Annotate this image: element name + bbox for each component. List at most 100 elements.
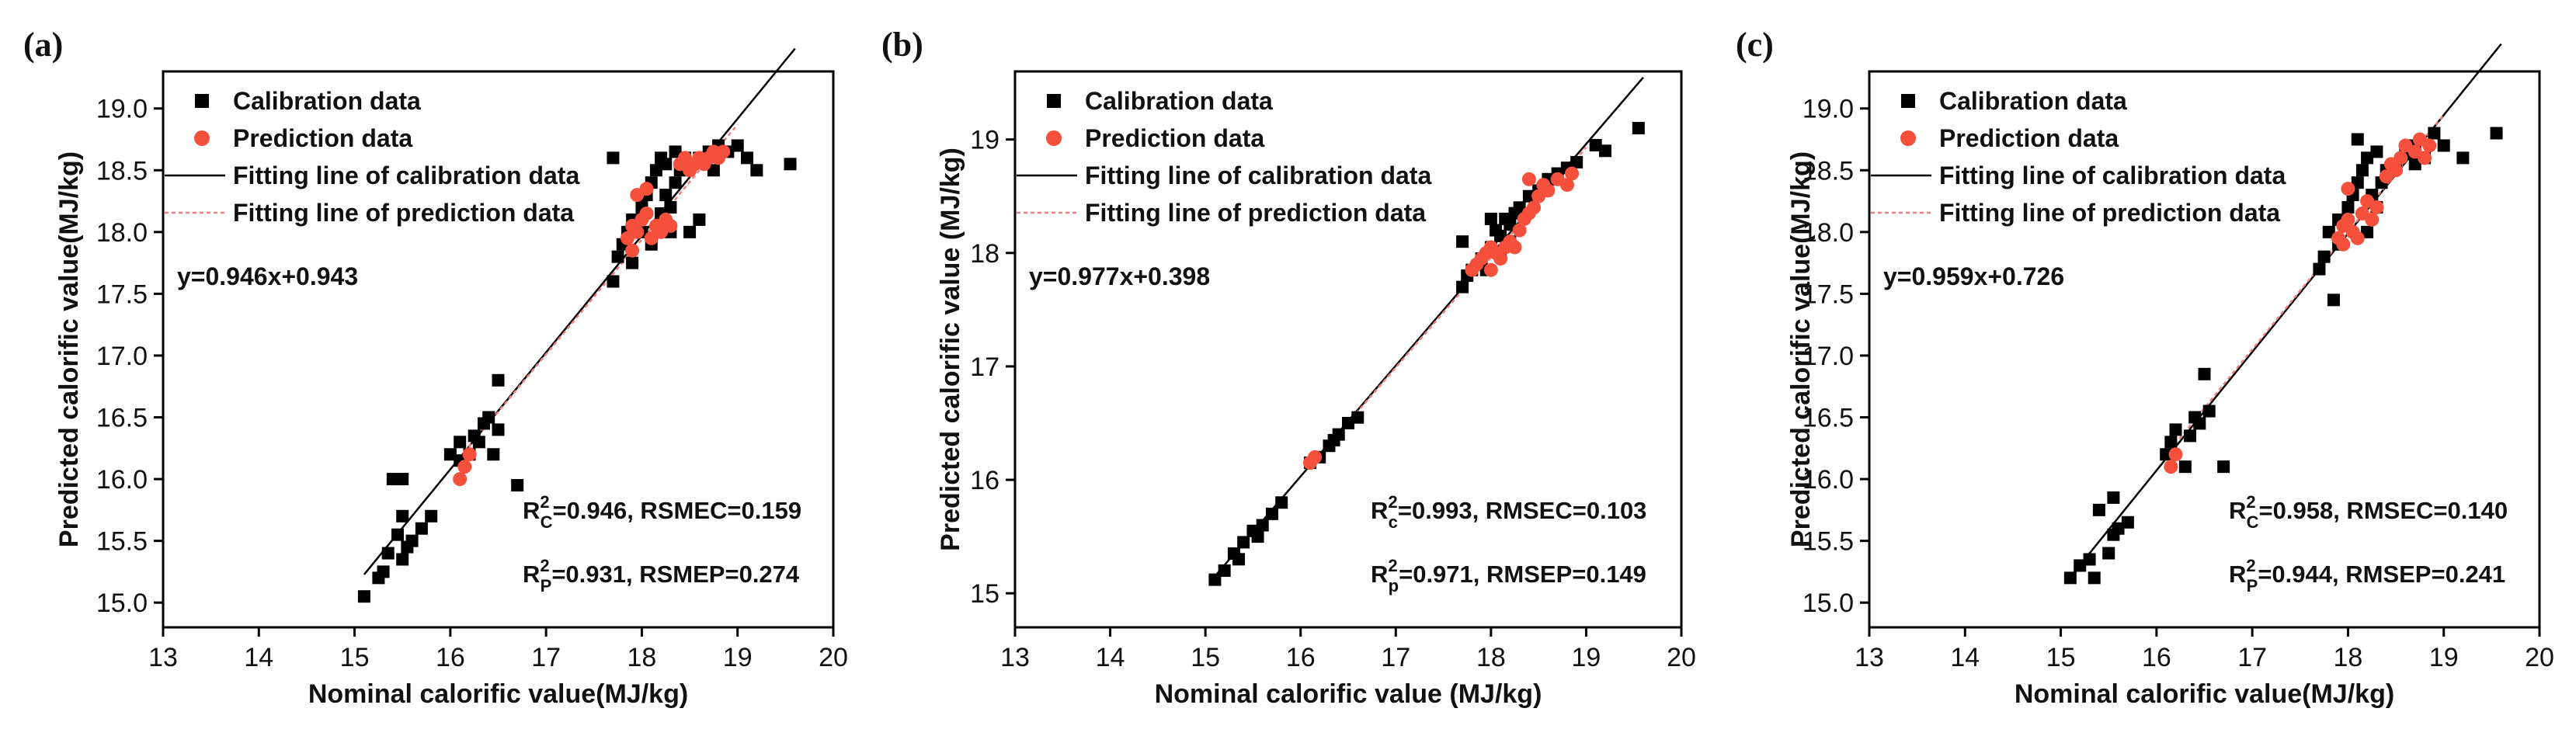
calibration-point xyxy=(2370,145,2383,158)
y-tick-label: 17.5 xyxy=(1803,280,1854,309)
calibration-point xyxy=(1251,530,1264,543)
plot-frame xyxy=(162,70,835,629)
stat-r: R xyxy=(2229,561,2246,588)
calibration-point xyxy=(386,473,399,486)
legend-label-prediction: Prediction data xyxy=(233,124,412,152)
x-tick-label: 18 xyxy=(2334,643,2363,672)
calibration-point xyxy=(2341,201,2355,214)
prediction-point xyxy=(1493,252,1508,266)
x-axis-title: Nominal calorific value(MJ/kg) xyxy=(2015,679,2394,709)
calibration-point xyxy=(1351,411,1364,424)
legend-label-calibration: Calibration data xyxy=(1085,87,1273,115)
fit-line-prediction xyxy=(459,123,739,459)
y-tick-label: 18.0 xyxy=(96,218,148,248)
stat-sub: P xyxy=(541,576,552,595)
prediction-point xyxy=(453,472,468,487)
calibration-point xyxy=(2107,491,2120,504)
calibration-point xyxy=(2088,571,2101,585)
prediction-point xyxy=(457,460,472,474)
x-tick-label: 14 xyxy=(1950,643,1980,672)
prediction-point xyxy=(2422,138,2437,153)
prediction-point xyxy=(2365,212,2380,227)
calibration-point xyxy=(415,522,428,535)
panel-a: (a) 13 14 15 16 17 18 19 20 15.0 15.5 16.0 16.5 17.0 1… xyxy=(23,26,848,709)
panel-label: (c) xyxy=(1736,26,1774,64)
y-tick-label: 18 xyxy=(970,239,999,269)
stat-value: =0.993, RMSEC=0.103 xyxy=(1398,497,1647,524)
prediction-point xyxy=(1527,200,1542,215)
x-tick-label: 13 xyxy=(148,643,178,672)
calibration-point xyxy=(2121,516,2134,529)
prediction-point xyxy=(462,447,477,462)
stat-sub: c xyxy=(1389,512,1398,532)
y-tick-label: 16.0 xyxy=(1803,465,1854,495)
stat-line: R2 C=0.946, RSMEC=0.159 xyxy=(523,492,801,532)
x-tick-label: 16 xyxy=(436,643,465,672)
x-tick-label: 20 xyxy=(2525,643,2554,672)
legend-marker-prediction xyxy=(1900,130,1916,146)
y-tick-label: 16.5 xyxy=(96,404,148,433)
calibration-point xyxy=(396,473,409,486)
calibration-point xyxy=(2164,436,2178,449)
x-tick-label: 14 xyxy=(244,643,273,672)
calibration-point xyxy=(425,509,438,523)
prediction-point xyxy=(625,243,640,258)
prediction-point xyxy=(639,182,654,196)
calibration-point xyxy=(468,429,481,443)
calibration-point xyxy=(396,553,409,566)
stat-sup: 2 xyxy=(1388,492,1397,512)
y-tick-label: 15.0 xyxy=(1803,589,1854,618)
stat-sub: p xyxy=(1389,576,1399,595)
calibration-point xyxy=(2313,262,2326,276)
calibration-point xyxy=(2160,448,2173,461)
x-tick-label: 20 xyxy=(819,643,848,672)
calibration-point xyxy=(454,436,467,449)
legend-marker-calibration xyxy=(195,94,209,108)
calibration-point xyxy=(1456,280,1469,293)
calibration-point xyxy=(1232,553,1246,566)
y-tick-label: 16.5 xyxy=(1803,404,1854,433)
calibration-point xyxy=(396,509,409,523)
x-tick-label: 17 xyxy=(2237,643,2267,672)
calibration-point xyxy=(1570,155,1583,168)
calibration-point xyxy=(649,164,662,177)
calibration-point xyxy=(2327,293,2340,307)
calibration-point xyxy=(391,528,405,541)
x-tick-label: 15 xyxy=(2046,643,2076,672)
calibration-point xyxy=(626,256,639,269)
stat-line: R2 C=0.958, RMSEC=0.140 xyxy=(2229,492,2508,532)
x-tick-label: 13 xyxy=(1000,643,1030,672)
panel-c: (c) 13 14 15 16 17 18 19 20 15.0 15.5 16.0 16.5 17.0 1… xyxy=(1736,26,2554,709)
calibration-point xyxy=(1256,519,1269,532)
calibration-point xyxy=(784,158,797,171)
legend-marker-prediction xyxy=(1046,130,1062,146)
prediction-point xyxy=(639,206,654,220)
legend-label-calibration-fit: Fitting line of calibration data xyxy=(1939,161,2286,189)
stat-sup: 2 xyxy=(540,492,549,512)
prediction-point xyxy=(2341,182,2355,196)
calibration-point xyxy=(1208,573,1222,586)
y-tick-label: 16.0 xyxy=(96,465,148,495)
legend-label-calibration-fit: Fitting line of calibration data xyxy=(233,161,579,189)
calibration-point xyxy=(357,590,370,603)
y-tick-label: 17 xyxy=(970,352,999,382)
stat-sup: 2 xyxy=(2246,492,2255,512)
y-tick-label: 17.5 xyxy=(96,280,148,309)
stat-value: =0.971, RMSEP=0.149 xyxy=(1399,561,1646,588)
calibration-point xyxy=(2456,151,2470,165)
stat-line: R2 c=0.993, RMSEC=0.103 xyxy=(1371,492,1646,532)
prediction-point xyxy=(2341,212,2355,227)
legend-label-prediction-fit: Fitting line of prediction data xyxy=(1085,199,1426,227)
prediction-point xyxy=(2336,237,2351,252)
x-tick-label: 13 xyxy=(1855,643,1884,672)
calibration-point xyxy=(1522,189,1535,203)
calibration-point xyxy=(659,189,673,202)
calibration-point xyxy=(741,151,754,165)
calibration-point xyxy=(611,250,624,263)
calibration-point xyxy=(693,213,706,226)
prediction-point xyxy=(2369,200,2384,215)
calibration-point xyxy=(2102,547,2115,560)
legend-marker-prediction xyxy=(194,130,210,146)
y-tick-label: 18.5 xyxy=(96,156,148,186)
stat-sup: 2 xyxy=(2246,556,2255,575)
